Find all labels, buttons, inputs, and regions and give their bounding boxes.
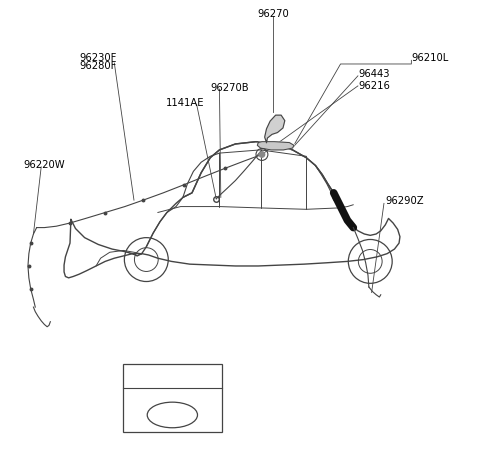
Text: 84182K: 84182K — [154, 371, 192, 381]
Text: 96270: 96270 — [257, 9, 289, 19]
Text: 96216: 96216 — [359, 81, 391, 91]
Circle shape — [259, 152, 264, 157]
Text: 96210L: 96210L — [411, 53, 449, 64]
Text: 96230F: 96230F — [79, 53, 117, 64]
Text: 1141AE: 1141AE — [166, 98, 204, 108]
Text: 96270B: 96270B — [210, 83, 249, 93]
Text: 96280F: 96280F — [79, 61, 117, 71]
Text: 96443: 96443 — [359, 69, 390, 79]
Text: 96290Z: 96290Z — [385, 196, 424, 206]
Polygon shape — [257, 142, 294, 150]
Bar — [123, 364, 222, 432]
Polygon shape — [264, 115, 285, 143]
Text: 96220W: 96220W — [23, 160, 64, 170]
